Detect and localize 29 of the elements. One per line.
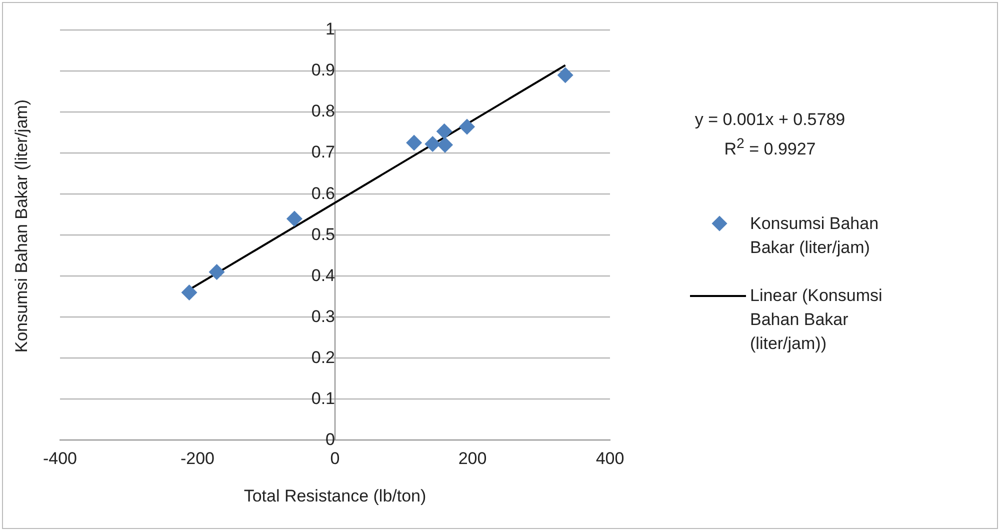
x-tick-label: -200 [180, 449, 215, 468]
x-tick-label: 200 [458, 449, 487, 468]
point [286, 210, 302, 227]
y-tick-label: 0.2 [311, 348, 335, 367]
point [459, 118, 475, 135]
text: y = 0.001x + 0.5789 R$^{2}$ = 0.9927 [694, 109, 846, 161]
y-tick-label: 0.1 [311, 388, 335, 408]
y-tick-label: 0.7 [311, 142, 335, 162]
y-tick-label: 0.5 [311, 224, 335, 244]
point [424, 136, 441, 152]
point [208, 264, 225, 280]
y-tick-label: 0 [326, 430, 335, 449]
y-tick-label: 1 [326, 20, 335, 39]
point [557, 67, 574, 84]
x-axis-title: Total Resistance (lb/ton) [244, 486, 426, 506]
legend-label: Konsumsi Bahan Bakar (liter/jam) [750, 213, 880, 259]
point [406, 134, 422, 151]
y-axis-title: Konsumsi Bahan Bakar (liter/jam) [12, 99, 32, 353]
point [436, 123, 452, 140]
y-tick-label: 0.4 [311, 266, 335, 285]
y-tick-label: 0.9 [311, 60, 335, 80]
y-tick-label: 0.6 [311, 184, 335, 203]
y-tick-label: 0.8 [311, 102, 335, 121]
x-tick-label: 400 [596, 449, 624, 468]
legend-label: Linear (Konsumsi Bahan Bakar (liter/jam)) [750, 285, 884, 355]
point [181, 284, 198, 301]
y-tick-label: 0.3 [311, 306, 335, 326]
point [437, 136, 453, 153]
x-tick-label: -400 [42, 449, 78, 468]
